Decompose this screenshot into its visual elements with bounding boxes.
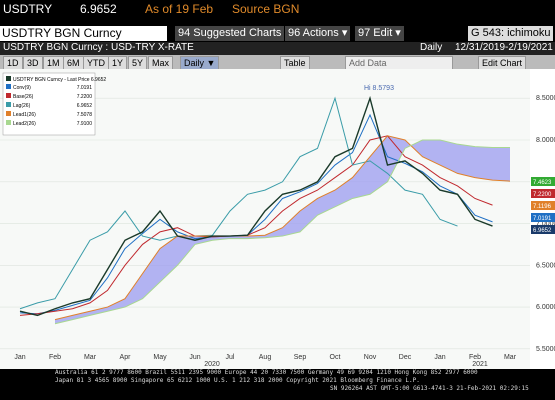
x-tick-label: Sep [294, 354, 307, 361]
last-value-label: 7.4623 [533, 180, 552, 186]
legend-swatch [6, 102, 11, 107]
range-button[interactable]: 1M [43, 56, 64, 70]
range: 12/31/2019-2/19/2021 [455, 42, 553, 53]
year-label: 2020 [204, 361, 220, 368]
y-tick-label: 8.0000 [536, 137, 555, 144]
menu: USDTRY BGN Curncy 94 Suggested Charts 96… [0, 26, 555, 41]
x-tick-label: Feb [469, 354, 481, 361]
last-value-label: 7.2200 [533, 192, 552, 198]
range-button[interactable]: 1D [3, 56, 23, 70]
as-of: As of 19 Feb [145, 2, 214, 16]
last-value-label: 6.9652 [533, 228, 552, 234]
series-line [54, 139, 510, 325]
legend-value: 6.9652 [77, 103, 93, 109]
legend: USDTRY BGN Curncy - Last Price 6.9652 Con… [2, 72, 106, 136]
last-value-box [531, 177, 555, 186]
x-tick-label: Jan [14, 354, 25, 361]
x-tick-label: Mar [504, 354, 517, 361]
legend-swatch [6, 76, 11, 81]
table[interactable]: Table [280, 56, 310, 70]
annotation: Hi 8.5793 [364, 85, 394, 92]
description: USDTRY BGN Curncy : USD-TRY X-RATE [3, 42, 194, 53]
y-tick-label: 8.5000 [536, 95, 555, 102]
y-tick-label: 7.0000 [536, 221, 555, 228]
last-value-label: 7.1196 [533, 204, 552, 210]
edit[interactable]: 97 Edit ▾ [355, 26, 404, 41]
legend-label: Lead1(26) [13, 112, 36, 118]
last-value-box [531, 201, 555, 210]
legend-swatch [6, 120, 11, 125]
legend-value: 7.2200 [77, 94, 93, 100]
x-tick-label: Mar [84, 354, 97, 361]
last-value-label: 7.0191 [533, 216, 552, 222]
legend-value: 7.9100 [77, 121, 93, 127]
footer: Australia 61 2 9777 8600 Brazil 5511 239… [0, 369, 555, 400]
footer-line: Japan 81 3 4565 8900 Singapore 65 6212 1… [55, 377, 420, 384]
cloud [55, 135, 510, 324]
chart: 5.50006.00006.50007.00007.50008.00008.50… [0, 69, 555, 369]
series-line [54, 135, 511, 321]
legend-value: 7.5078 [77, 112, 93, 118]
legend-value: 7.0191 [77, 85, 93, 91]
series-line [19, 96, 458, 310]
x-tick-label: Nov [364, 354, 377, 361]
legend-swatch [6, 111, 11, 116]
ticker: USDTRY [3, 2, 53, 16]
source: Source BGN [232, 2, 300, 16]
range-button[interactable]: YTD [83, 56, 109, 70]
series-line [19, 95, 493, 317]
legend-swatch [6, 84, 11, 89]
year-label: 2021 [472, 361, 488, 368]
frequency[interactable]: Daily ▼ [180, 56, 220, 70]
range-button[interactable]: 6M [63, 56, 84, 70]
suggested[interactable]: 94 Suggested Charts [175, 26, 285, 41]
chart-id: G 543: ichimoku [468, 26, 554, 41]
legend-label: Lead2(26) [13, 121, 36, 127]
last-value-box [531, 213, 555, 222]
x-tick-label: Apr [120, 354, 132, 361]
actions[interactable]: 96 Actions ▾ [285, 26, 351, 41]
period: Daily [420, 42, 443, 53]
y-tick-label: 5.5000 [536, 346, 555, 353]
series-line [19, 135, 493, 316]
x-tick-label: Jun [189, 354, 200, 361]
legend-swatch [6, 93, 11, 98]
range-button[interactable]: Max [148, 56, 174, 70]
range-button[interactable]: 5Y [128, 56, 148, 70]
x-tick-label: Aug [259, 354, 272, 361]
edit-chart[interactable]: Edit Chart [478, 56, 527, 70]
x-tick-label: May [153, 354, 167, 361]
x-tick-label: Oct [330, 354, 341, 361]
x-tick-label: Jul [226, 354, 235, 361]
header: USDTRY BGN Curncy : USD-TRY X-RATE Daily… [0, 42, 555, 55]
button-bar: Daily ▼ Table Add Data Edit Chart 1D 3D 1M… [0, 55, 555, 70]
x-tick-label: Jan [434, 354, 445, 361]
last-value-box [531, 225, 555, 234]
y-tick-label: 6.0000 [536, 304, 555, 311]
toolbar: USDTRY 6.9652 As of 19 Feb Source BGN [0, 0, 555, 18]
legend-label: Conv(9) [13, 85, 31, 91]
legend-title: USDTRY BGN Curncy - Last Price 6.9652 [13, 77, 106, 83]
last-value-box [531, 189, 555, 198]
security[interactable]: USDTRY BGN Curncy [0, 26, 167, 41]
add-data[interactable]: Add Data [345, 56, 453, 70]
range-button[interactable]: 3D [23, 56, 43, 70]
footer-line: Australia 61 2 9777 8600 Brazil 5511 239… [55, 369, 478, 376]
legend-box [2, 72, 96, 136]
price: 6.9652 [80, 2, 117, 16]
y-tick-label: 6.5000 [536, 262, 555, 269]
x-tick-label: Dec [399, 354, 412, 361]
legend-label: Lag(26) [13, 103, 31, 109]
legend-label: Base(26) [13, 94, 34, 100]
x-tick-label: Feb [49, 354, 61, 361]
footer-line: SN 926264 AST GMT-5:00 G613-4741-3 21-Fe… [330, 385, 529, 392]
range-button[interactable]: 1Y [108, 56, 128, 70]
